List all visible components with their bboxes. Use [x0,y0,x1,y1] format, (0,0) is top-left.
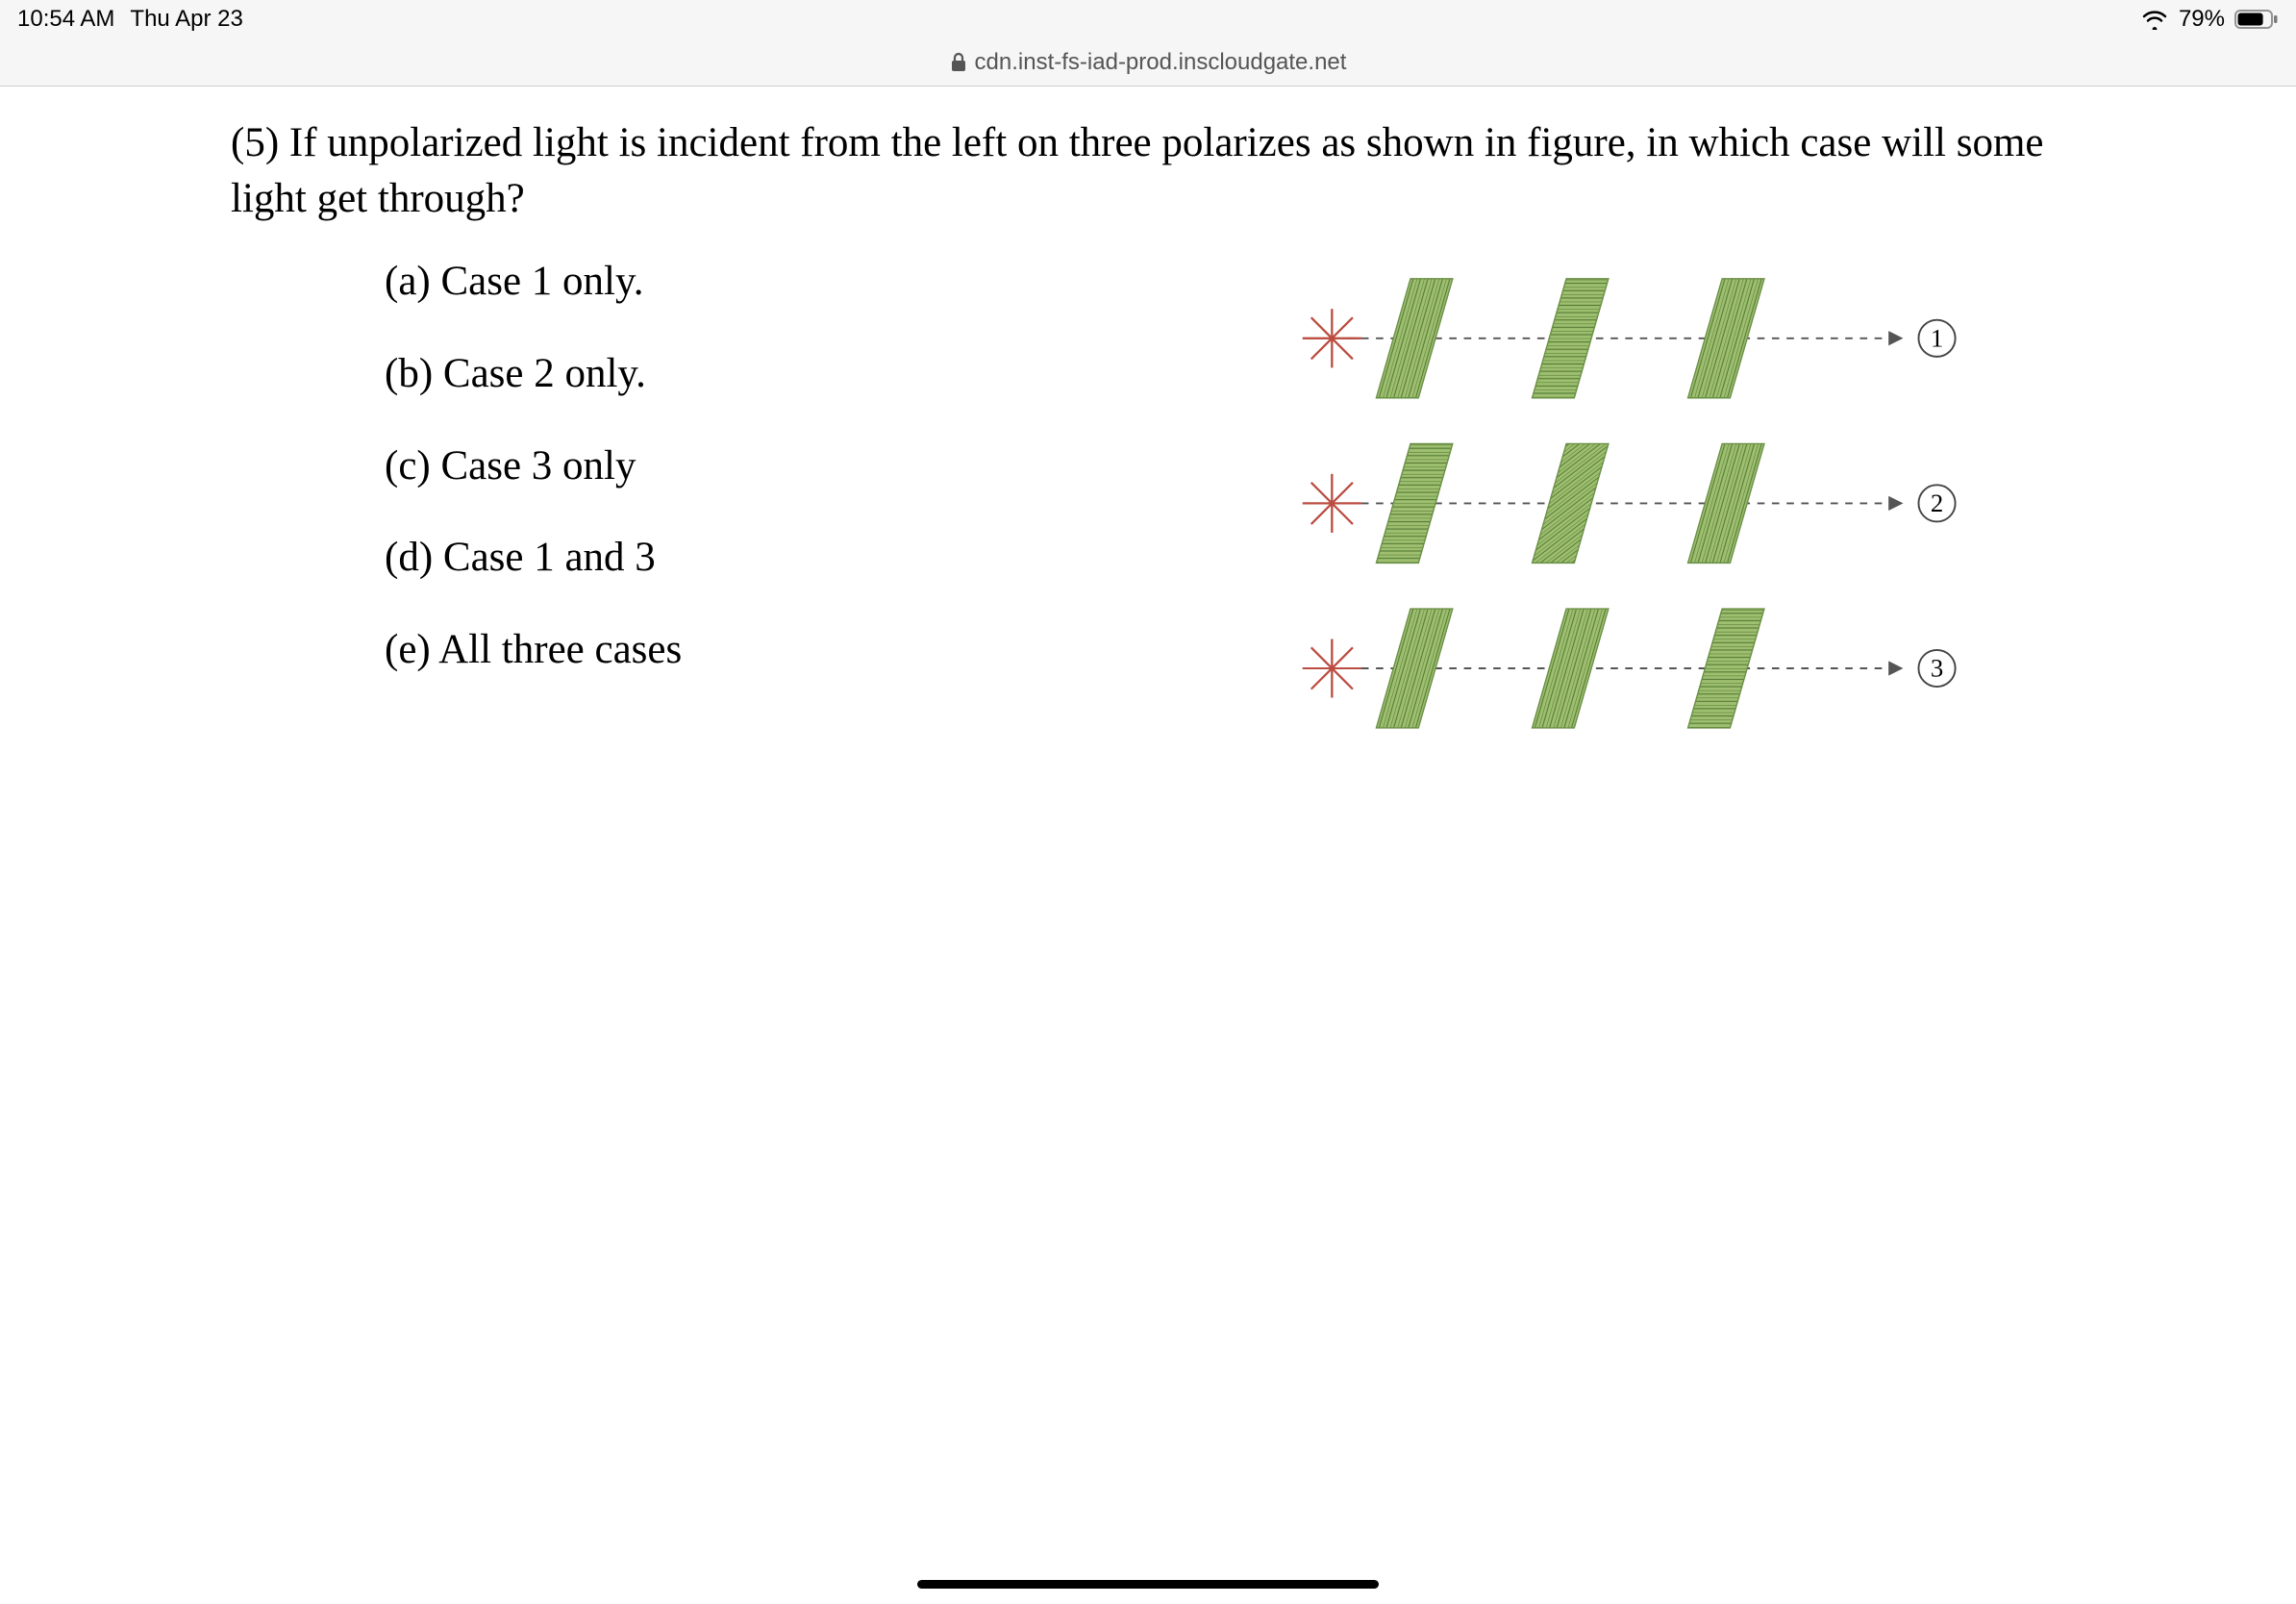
answer-option: (e) All three cases [385,624,1240,676]
answer-option: (a) Case 1 only. [385,256,1240,308]
question-body: If unpolarized light is incident from th… [231,120,2044,221]
url-host: cdn.inst-fs-iad-prod.inscloudgate.net [975,49,1347,76]
status-right: 79% [2140,6,2279,33]
status-date: Thu Apr 23 [130,6,242,33]
answer-options: (a) Case 1 only. (b) Case 2 only. (c) Case… [231,256,1240,774]
polarizer-figure: 1 2 3 [1240,256,2065,774]
question-text: (5) If unpolarized light is incident fro… [231,115,2065,227]
battery-pct: 79% [2179,6,2225,33]
wifi-icon [2140,9,2169,30]
answer-option: (b) Case 2 only. [385,348,1240,400]
answer-option: (d) Case 1 and 3 [385,532,1240,584]
svg-text:1: 1 [1931,323,1943,352]
status-time: 10:54 AM [17,6,114,33]
url-bar[interactable]: cdn.inst-fs-iad-prod.inscloudgate.net [0,38,2296,87]
lock-icon [950,52,967,73]
home-indicator[interactable] [917,1580,1379,1589]
battery-icon [2234,9,2279,30]
svg-text:3: 3 [1931,654,1943,683]
answer-option: (c) Case 3 only [385,440,1240,492]
document-content: (5) If unpolarized light is incident fro… [0,87,2296,774]
svg-text:2: 2 [1931,489,1943,517]
question-number: (5) [231,120,279,165]
status-left: 10:54 AM Thu Apr 23 [17,6,243,33]
status-bar: 10:54 AM Thu Apr 23 79% [0,0,2296,38]
